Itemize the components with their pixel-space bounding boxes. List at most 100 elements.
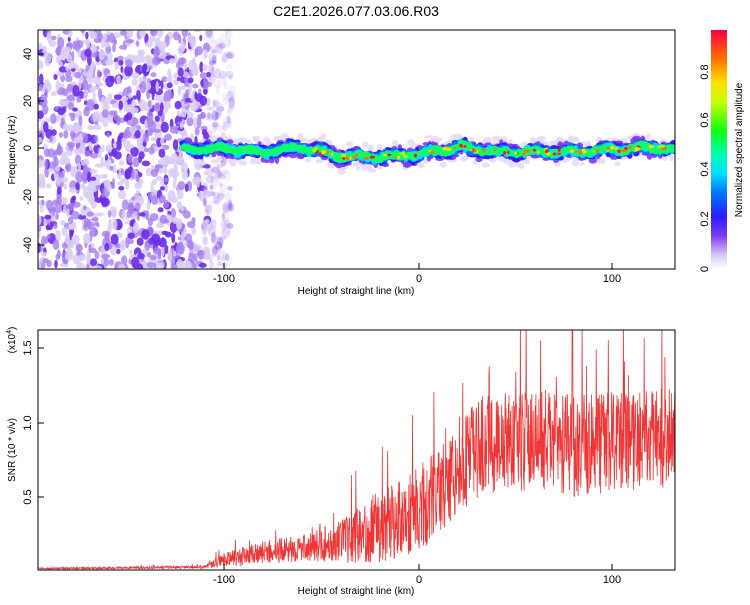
noise-speck	[145, 210, 150, 221]
noise-speck	[206, 223, 213, 234]
noise-speck	[107, 92, 113, 102]
noise-speck	[147, 191, 152, 201]
top-x-tick-label: 100	[603, 273, 621, 285]
noise-speck	[133, 222, 139, 233]
noise-speck	[70, 166, 77, 178]
noise-speck	[193, 30, 201, 33]
noise-speck	[128, 259, 132, 265]
noise-speck	[104, 243, 110, 251]
noise-speck	[205, 30, 214, 39]
noise-speck	[217, 43, 226, 49]
noise-speck	[161, 158, 168, 164]
noise-speck	[186, 111, 194, 119]
signal-peak	[524, 149, 528, 153]
noise-speck	[226, 223, 234, 229]
noise-speck	[172, 139, 179, 151]
noise-speck	[112, 142, 117, 149]
noise-speck	[196, 250, 205, 257]
noise-speck	[125, 236, 130, 249]
noise-speck	[42, 258, 49, 264]
colorbar-tick-label: 0.6	[699, 112, 711, 127]
noise-speck	[150, 137, 158, 142]
noise-speck	[227, 37, 232, 48]
noise-speck	[135, 40, 140, 47]
noise-speck	[111, 210, 116, 218]
noise-speck	[60, 220, 66, 226]
noise-speck	[111, 103, 120, 109]
noise-speck	[144, 147, 150, 153]
noise-speck	[177, 85, 182, 96]
noise-speck	[44, 158, 48, 170]
noise-speck	[84, 150, 91, 157]
noise-speck	[209, 181, 217, 193]
signal-peak	[349, 156, 352, 160]
noise-speck	[78, 115, 83, 127]
noise-speck	[41, 199, 45, 206]
noise-speck	[215, 43, 224, 54]
signal-peak	[614, 146, 619, 151]
noise-speck	[169, 221, 178, 233]
noise-speck	[56, 45, 62, 56]
noise-speck	[218, 190, 224, 198]
noise-speck	[48, 207, 52, 213]
noise-speck	[194, 244, 202, 252]
noise-speck	[203, 171, 209, 176]
noise-speck	[118, 167, 122, 180]
noise-speck	[170, 196, 179, 203]
noise-speck	[160, 245, 165, 257]
noise-speck	[149, 213, 159, 222]
noise-speck	[77, 214, 87, 220]
signal-cell	[537, 135, 546, 141]
noise-speck	[214, 37, 223, 48]
noise-speck	[203, 248, 210, 260]
noise-speck	[101, 253, 111, 259]
bottom-x-tick-label: 100	[603, 574, 621, 586]
noise-speck	[212, 123, 218, 133]
noise-speck	[72, 122, 81, 134]
signal-cell	[253, 138, 260, 143]
noise-speck	[212, 54, 217, 64]
noise-speck	[177, 181, 186, 190]
signal-peak	[429, 150, 435, 155]
noise-speck	[150, 254, 157, 261]
noise-speck	[65, 164, 70, 171]
signal-peak	[634, 147, 640, 151]
noise-speck	[174, 126, 179, 135]
noise-speck	[229, 75, 233, 80]
noise-speck	[216, 238, 224, 245]
signal-cell	[662, 155, 668, 162]
noise-speck	[218, 196, 222, 204]
noise-speck	[181, 41, 186, 53]
noise-speck	[58, 158, 66, 166]
noise-speck	[38, 261, 42, 269]
noise-speck	[81, 182, 86, 190]
noise-speck	[163, 199, 169, 209]
signal-peak	[569, 149, 575, 153]
noise-speck	[48, 168, 54, 173]
noise-speck	[131, 72, 140, 79]
noise-speck	[125, 39, 135, 44]
noise-speck	[228, 202, 235, 212]
noise-speck	[88, 143, 93, 151]
noise-speck	[60, 117, 65, 126]
noise-speck	[180, 206, 185, 212]
noise-speck	[95, 212, 105, 217]
noise-speck	[211, 66, 220, 74]
noise-speck	[53, 223, 58, 230]
top-y-tick-label: 0	[22, 145, 34, 151]
signal-peak	[463, 144, 467, 148]
noise-speck	[157, 207, 164, 213]
noise-speck	[57, 107, 66, 116]
noise-speck	[154, 164, 164, 169]
noise-speck	[66, 94, 75, 102]
signal-peak	[532, 148, 537, 152]
signal-peak	[394, 156, 398, 160]
noise-speck	[221, 254, 227, 262]
noise-speck	[212, 246, 216, 258]
noise-speck	[93, 134, 98, 142]
top-y-tick-label: 20	[22, 95, 34, 107]
signal-cell	[507, 138, 513, 144]
noise-speck	[189, 38, 197, 48]
noise-speck	[65, 75, 73, 83]
noise-speck	[199, 34, 203, 42]
